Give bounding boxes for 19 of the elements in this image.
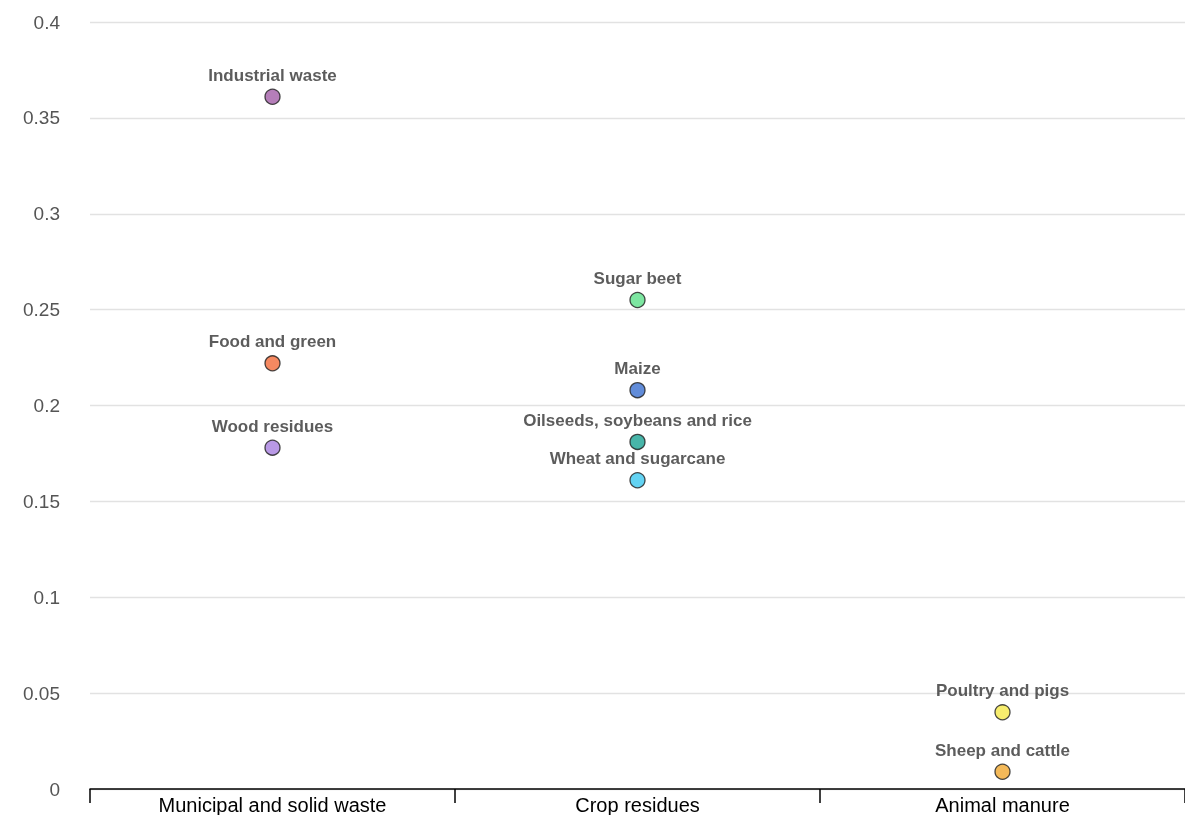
y-tick-label: 0.1 <box>33 586 60 608</box>
series-label: Maize <box>614 359 661 379</box>
x-tick-label: Animal manure <box>935 794 1070 816</box>
series-label: Oilseeds, soybeans and rice <box>523 410 752 430</box>
series-label: Food and green <box>208 332 337 352</box>
series-label: Wheat and sugarcane <box>549 449 726 469</box>
y-tick-label: 0.05 <box>23 682 60 704</box>
series-label: Sheep and cattle <box>934 740 1071 760</box>
y-tick-label: 0.4 <box>33 11 61 33</box>
series-label: Industrial waste <box>208 65 337 85</box>
series-label: Sugar beet <box>593 268 682 288</box>
y-tick-label: 0.25 <box>23 299 60 321</box>
series-label: Poultry and pigs <box>935 681 1070 701</box>
y-tick-label: 0 <box>49 778 60 800</box>
y-tick-label: 0.35 <box>23 107 60 129</box>
y-tick-label: 0.15 <box>23 490 60 512</box>
y-tick-label: 0.3 <box>33 203 60 225</box>
y-tick-label: 0.2 <box>33 395 60 416</box>
series-label: Wood residues <box>211 416 334 436</box>
